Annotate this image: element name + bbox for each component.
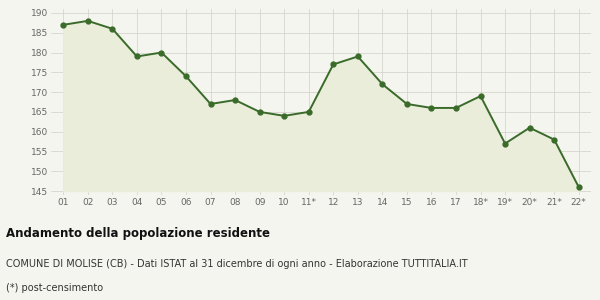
Text: Andamento della popolazione residente: Andamento della popolazione residente — [6, 227, 270, 240]
Text: (*) post-censimento: (*) post-censimento — [6, 283, 103, 293]
Text: COMUNE DI MOLISE (CB) - Dati ISTAT al 31 dicembre di ogni anno - Elaborazione TU: COMUNE DI MOLISE (CB) - Dati ISTAT al 31… — [6, 259, 467, 269]
